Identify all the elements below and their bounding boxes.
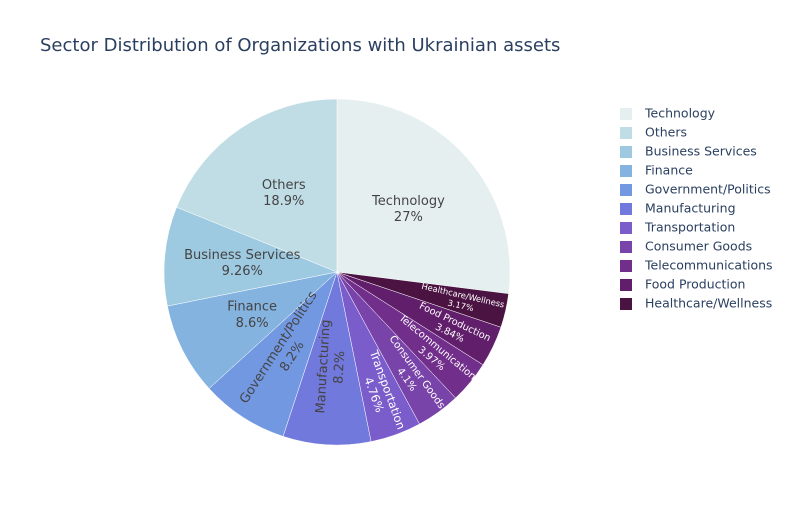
slice-value: 8.6% bbox=[236, 316, 269, 331]
legend-label: Others bbox=[645, 125, 687, 140]
slice-category: Others bbox=[262, 178, 306, 193]
legend-swatch bbox=[620, 146, 632, 158]
legend-label: Food Production bbox=[645, 277, 745, 292]
legend-swatch bbox=[620, 279, 632, 291]
legend-label: Healthcare/Wellness bbox=[645, 296, 772, 311]
slice-value: 9.26% bbox=[222, 264, 263, 279]
slice-category: Technology bbox=[371, 194, 445, 209]
legend-swatch bbox=[620, 108, 632, 120]
legend-swatch bbox=[620, 203, 632, 215]
pie-slice bbox=[336, 98, 511, 294]
pie-slice bbox=[208, 271, 338, 437]
chart-title: Sector Distribution of Organizations wit… bbox=[40, 35, 560, 56]
legend-swatch bbox=[620, 184, 632, 196]
legend-label: Business Services bbox=[645, 144, 757, 159]
legend-swatch bbox=[620, 165, 632, 177]
legend-label: Finance bbox=[645, 163, 693, 178]
slice-value: 18.9% bbox=[263, 194, 304, 209]
legend-label: Transportation bbox=[644, 220, 735, 235]
slice-value: 8.2% bbox=[331, 351, 348, 385]
pie-slice bbox=[176, 98, 338, 273]
legend-label: Telecommunications bbox=[644, 258, 773, 273]
legend-swatch bbox=[620, 260, 632, 272]
slice-category: Business Services bbox=[184, 248, 301, 263]
legend-label: Government/Politics bbox=[645, 182, 771, 197]
legend-swatch bbox=[620, 298, 632, 310]
legend-swatch bbox=[620, 127, 632, 139]
legend-swatch bbox=[620, 241, 632, 253]
legend: Technology Others Business Services Finance… bbox=[620, 106, 773, 311]
pie-slice bbox=[282, 271, 372, 446]
pie-slice bbox=[163, 206, 338, 307]
pie-slice bbox=[167, 271, 338, 389]
legend-label: Technology bbox=[644, 106, 716, 121]
legend-label: Consumer Goods bbox=[645, 239, 752, 254]
pie-slice bbox=[336, 271, 509, 328]
slice-value: 27% bbox=[394, 210, 423, 225]
slice-category: Manufacturing bbox=[313, 319, 334, 414]
slice-category: Finance bbox=[227, 300, 277, 315]
legend-label: Manufacturing bbox=[645, 201, 736, 216]
legend-swatch bbox=[620, 222, 632, 234]
